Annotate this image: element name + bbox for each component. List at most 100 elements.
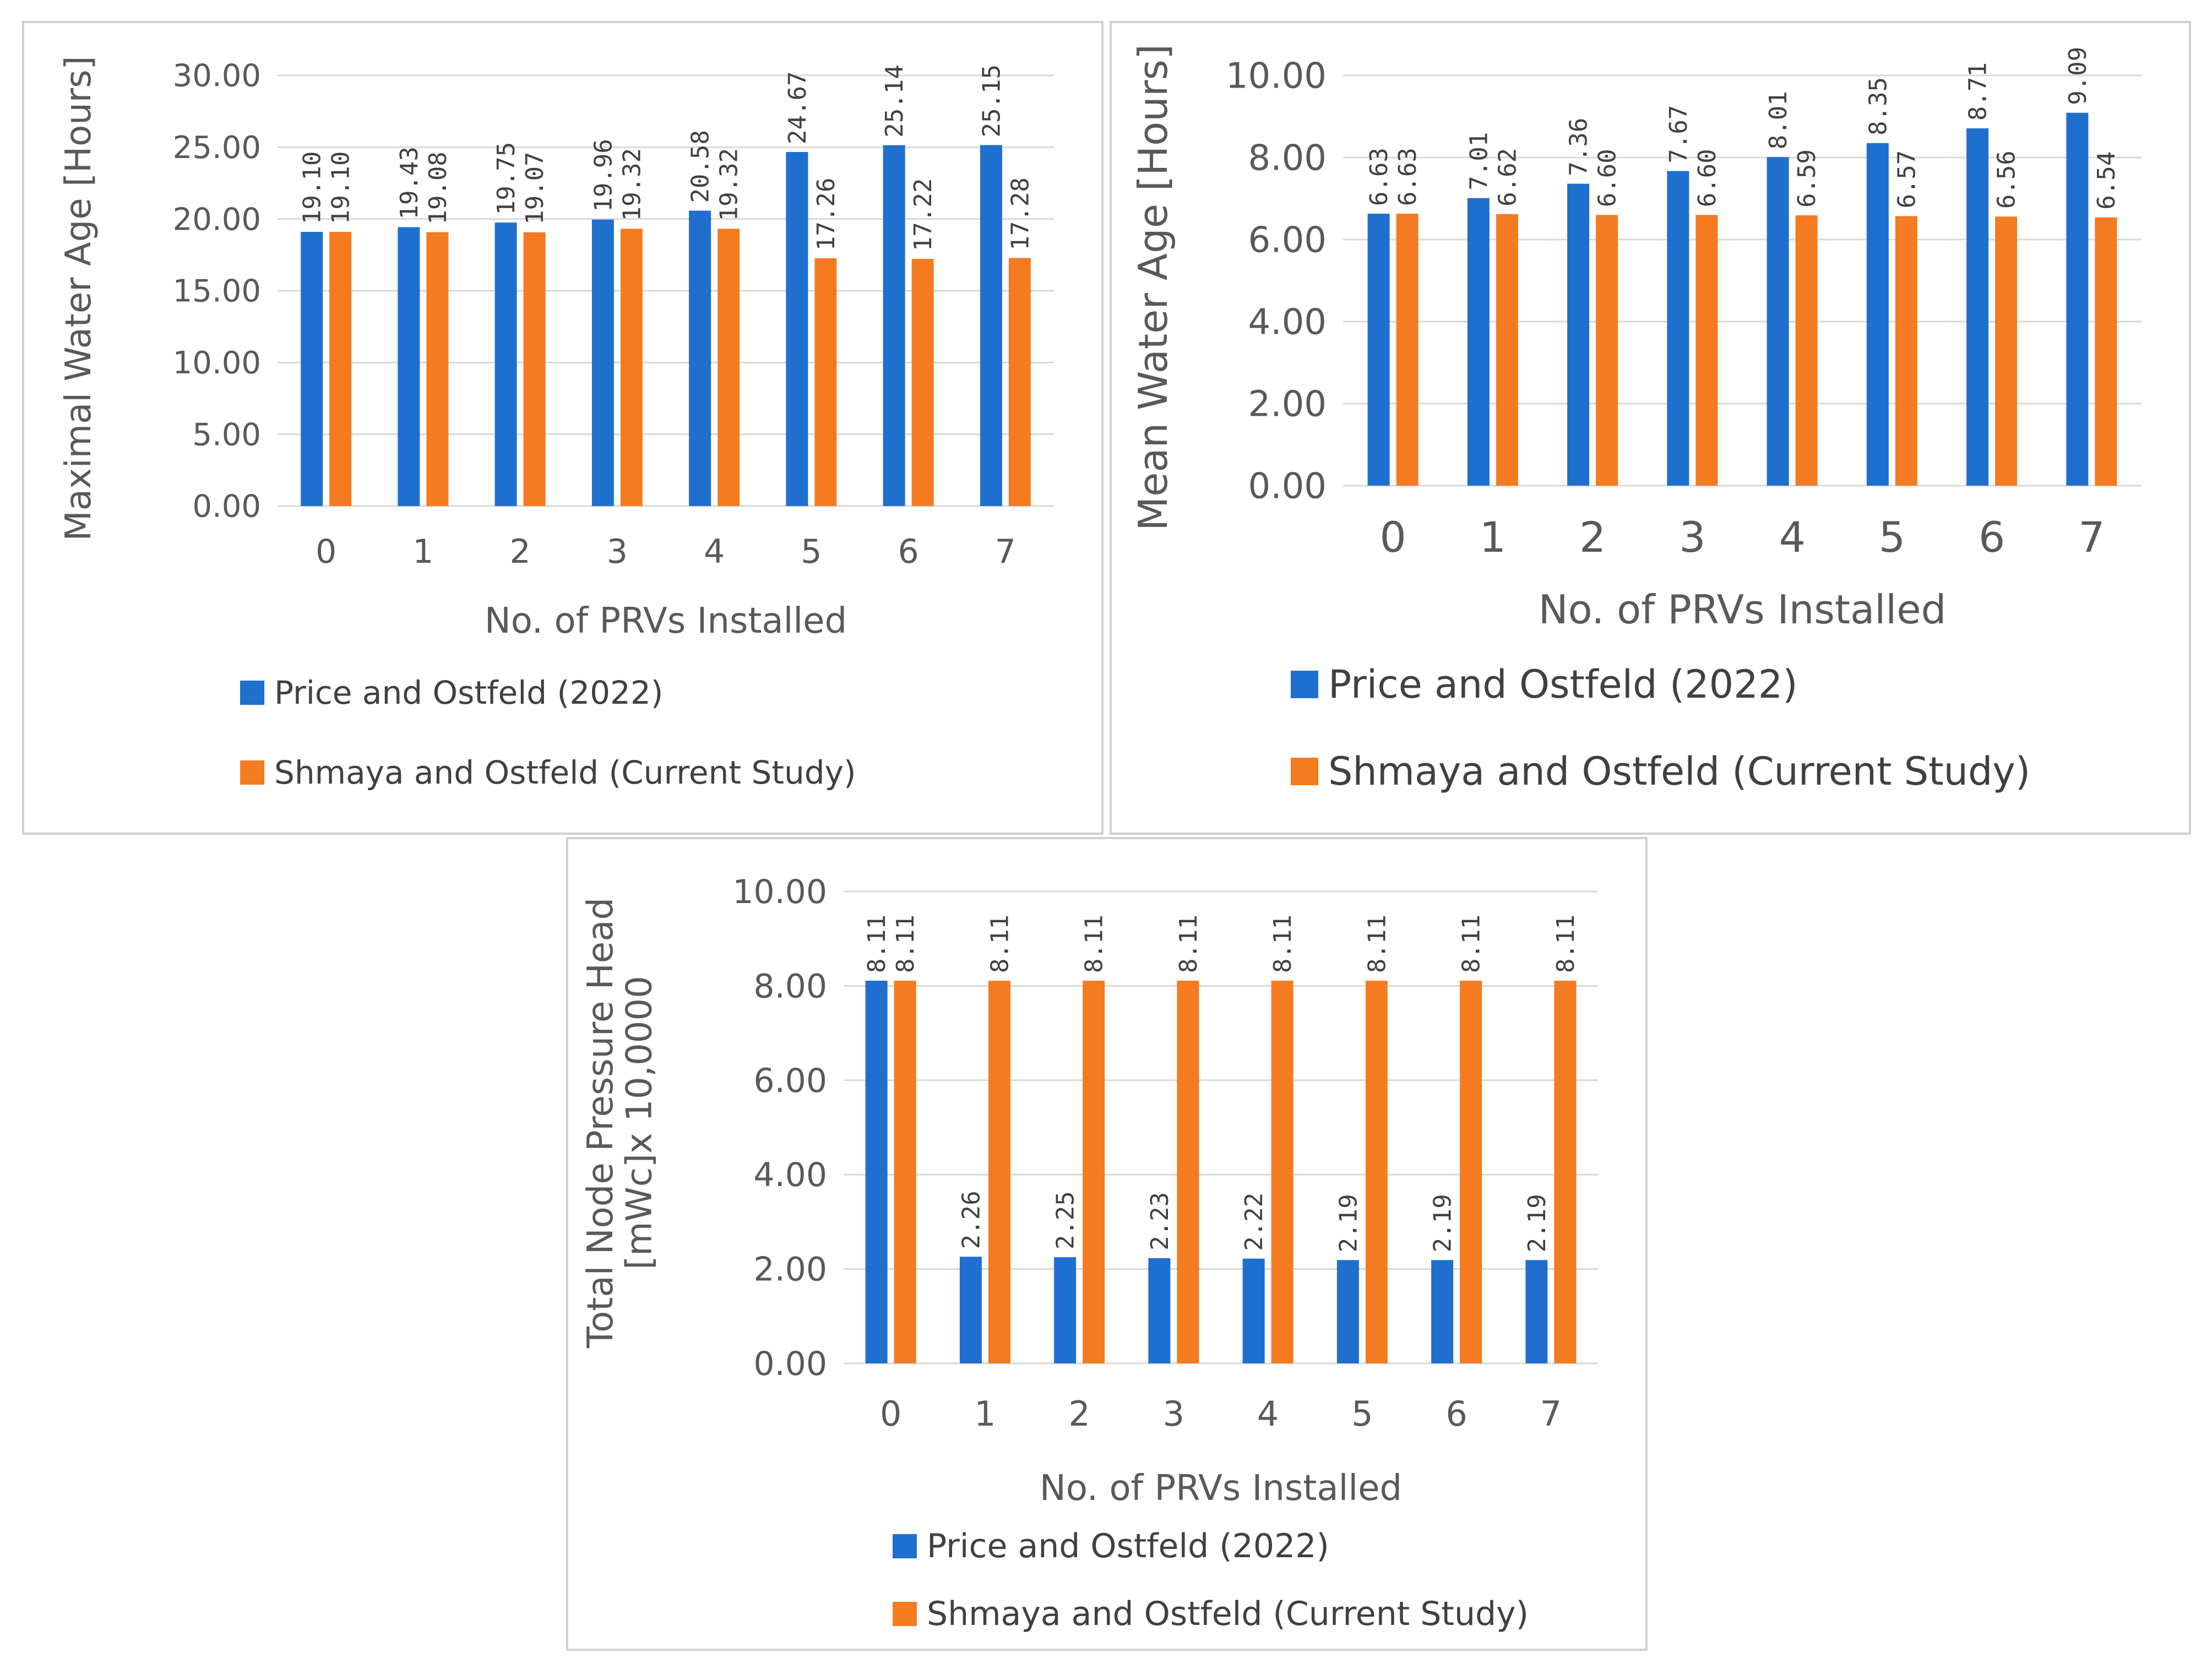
- legend-item-series-2[interactable]: Shmaya and Ostfeld (Current Study): [893, 1595, 1529, 1633]
- legend-swatch-series-2: [893, 1602, 917, 1626]
- bar-series-2: [911, 259, 934, 506]
- bar-series-1: [494, 222, 517, 506]
- bar-series-2: [1596, 215, 1618, 486]
- bar-series-1: [959, 1257, 982, 1363]
- x-tick-label: 1: [1480, 513, 1506, 562]
- y-axis-title: [mWc]x 10,0000: [619, 976, 660, 1270]
- legend-label-series-1: Price and Ostfeld (2022): [274, 674, 664, 711]
- bar-series-2: [1496, 214, 1518, 486]
- legend-swatch-series-1: [1291, 671, 1318, 698]
- data-label-series-2: 17.22: [909, 178, 937, 251]
- x-axis-title: No. of PRVs Installed: [1539, 586, 1947, 633]
- data-label-series-1: 2.19: [1523, 1194, 1551, 1252]
- y-tick-label: 5.00: [192, 417, 261, 453]
- data-label-series-1: 24.67: [784, 71, 812, 144]
- data-label-series-2: 6.57: [1893, 150, 1921, 209]
- data-label-series-1: 7.67: [1665, 105, 1693, 164]
- data-label-series-2: 6.62: [1493, 148, 1521, 206]
- legend-item-series-2[interactable]: Shmaya and Ostfeld (Current Study): [240, 754, 856, 791]
- y-tick-label: 10.00: [732, 873, 827, 911]
- bar-series-2: [1995, 216, 2018, 486]
- bar-series-1: [1431, 1260, 1454, 1363]
- data-label-series-1: 19.75: [492, 142, 520, 215]
- bar-series-2: [1365, 980, 1388, 1363]
- y-tick-label: 25.00: [173, 130, 261, 166]
- bar-series-1: [1336, 1260, 1359, 1363]
- y-tick-label: 0.00: [192, 489, 261, 525]
- bar-series-1: [689, 210, 711, 507]
- x-tick-label: 0: [316, 532, 336, 571]
- legend-label-series-2: Shmaya and Ostfeld (Current Study): [927, 1595, 1529, 1633]
- y-tick-label: 0.00: [753, 1345, 827, 1383]
- legend-item-series-1[interactable]: Price and Ostfeld (2022): [893, 1527, 1329, 1565]
- bar-series-2: [894, 980, 916, 1363]
- x-tick-label: 4: [1257, 1394, 1279, 1434]
- bar-series-2: [718, 229, 740, 506]
- bar-series-2: [1554, 980, 1577, 1363]
- data-label-series-1: 8.01: [1764, 91, 1792, 149]
- data-label-series-1: 25.15: [977, 64, 1006, 137]
- x-axis-title: No. of PRVs Installed: [485, 601, 847, 641]
- y-tick-label: 10.00: [173, 345, 261, 381]
- y-tick-label: 15.00: [173, 274, 261, 309]
- data-label-series-2: 6.60: [1594, 149, 1622, 207]
- legend-label-series-2: Shmaya and Ostfeld (Current Study): [1328, 749, 2031, 794]
- data-label-series-1: 19.96: [589, 139, 617, 211]
- x-tick-label: 6: [1445, 1394, 1467, 1434]
- data-label-series-1: 2.25: [1052, 1191, 1080, 1249]
- x-tick-label: 5: [1351, 1394, 1373, 1434]
- data-label-series-1: 19.43: [395, 146, 423, 219]
- data-label-series-1: 7.01: [1465, 132, 1493, 191]
- data-label-series-1: 25.14: [881, 64, 909, 137]
- x-tick-label: 0: [880, 1394, 901, 1434]
- data-label-series-1: 9.09: [2064, 47, 2092, 105]
- data-label-series-1: 20.58: [687, 130, 715, 203]
- legend-item-series-2[interactable]: Shmaya and Ostfeld (Current Study): [1291, 749, 2030, 794]
- x-tick-label: 4: [704, 532, 725, 571]
- x-tick-label: 7: [2078, 513, 2105, 562]
- y-axis-title: Mean Water Age [Hours]: [1130, 44, 1176, 531]
- y-tick-label: 4.00: [753, 1156, 827, 1194]
- y-tick-label: 10.00: [1226, 56, 1327, 96]
- data-label-series-2: 8.11: [986, 915, 1014, 973]
- data-label-series-1: 2.22: [1240, 1193, 1268, 1251]
- bar-series-2: [1695, 215, 1718, 486]
- bar-series-2: [1396, 214, 1418, 486]
- bar-series-2: [814, 258, 837, 506]
- x-tick-label: 3: [1163, 1394, 1184, 1434]
- bar-series-2: [2095, 217, 2117, 486]
- legend-swatch-series-2: [1291, 758, 1318, 785]
- data-label-series-2: 19.07: [521, 151, 549, 224]
- data-label-series-2: 8.11: [892, 915, 920, 973]
- bar-series-1: [1367, 214, 1390, 486]
- bar-series-1: [2066, 112, 2089, 486]
- data-label-series-1: 8.71: [1964, 62, 1992, 121]
- data-label-series-1: 19.10: [298, 151, 327, 224]
- bar-series-1: [1767, 157, 1789, 486]
- bar-series-2: [523, 232, 546, 506]
- bar-series-2: [329, 232, 352, 506]
- y-tick-label: 4.00: [1248, 302, 1327, 343]
- legend-item-series-1[interactable]: Price and Ostfeld (2022): [240, 674, 663, 711]
- bar-series-2: [1177, 980, 1199, 1363]
- data-label-series-1: 6.63: [1365, 148, 1393, 206]
- x-tick-label: 2: [1579, 513, 1606, 562]
- y-tick-label: 2.00: [1248, 384, 1327, 425]
- bar-series-2: [1271, 980, 1293, 1363]
- bar-series-2: [1460, 980, 1482, 1363]
- y-tick-label: 8.00: [753, 967, 827, 1005]
- bar-series-1: [301, 232, 323, 506]
- legend-item-series-1[interactable]: Price and Ostfeld (2022): [1291, 662, 1798, 707]
- data-label-series-2: 8.11: [1458, 915, 1486, 973]
- x-tick-label: 2: [510, 532, 531, 571]
- bar-series-1: [1866, 143, 1889, 486]
- legend-label-series-2: Shmaya and Ostfeld (Current Study): [274, 754, 856, 791]
- bar-series-1: [865, 980, 888, 1363]
- x-tick-label: 5: [801, 532, 822, 571]
- y-axis-title: Total Node Pressure Head: [580, 898, 621, 1349]
- x-tick-label: 2: [1068, 1394, 1090, 1434]
- x-tick-label: 7: [1540, 1394, 1562, 1434]
- x-tick-label: 7: [995, 532, 1016, 571]
